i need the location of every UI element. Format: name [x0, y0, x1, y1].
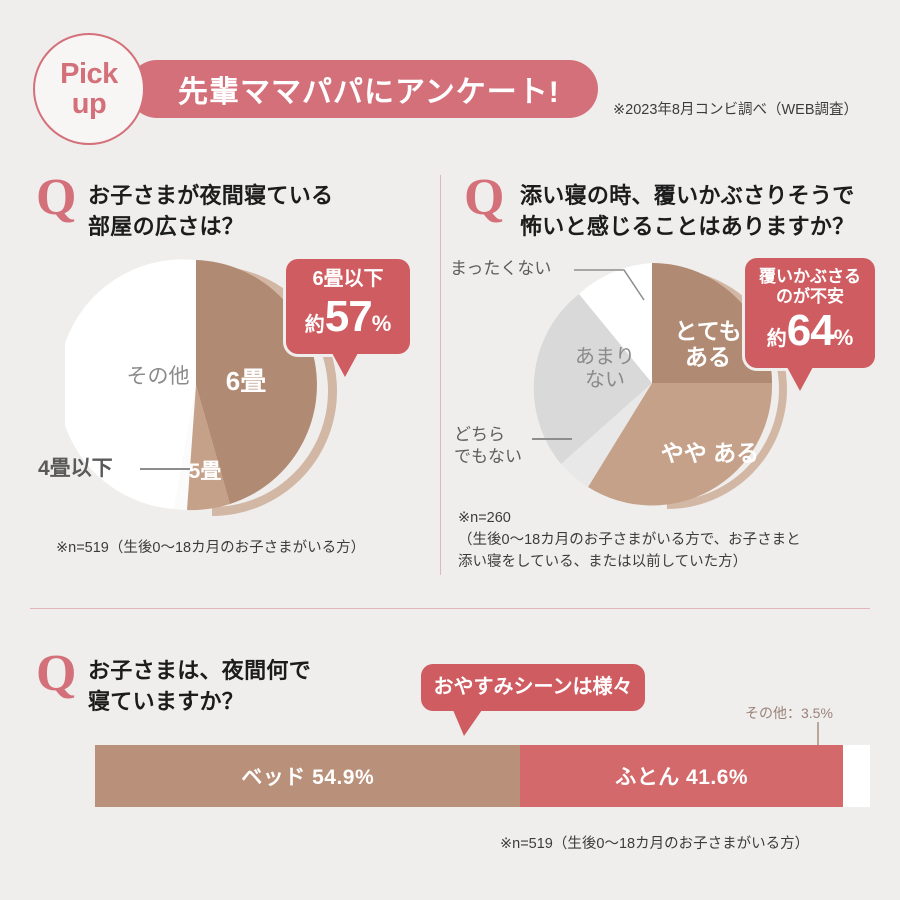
q1-bubble-yaku: 約 [304, 313, 325, 336]
bar-segment-other [842, 745, 870, 807]
q2-label-none: まったくない [450, 259, 552, 278]
q3-stacked-bar: ベッド 54.9% ふとん 41.6% [95, 745, 870, 807]
q2-bubble-sign: % [833, 325, 854, 351]
q2-question-text: 添い寝の時、覆いかぶさりそうで 怖いと感じることはありますか？ [520, 183, 855, 240]
q2-q-mark: Q [464, 169, 505, 226]
q2-label-neither: どちら でもない [454, 425, 522, 467]
q3-callout-bubble: おやすみシーンは様々 [421, 664, 645, 736]
q2-bubble-line1: 覆いかぶさる [759, 267, 861, 286]
q2-bubble-number: 64 [786, 306, 835, 356]
q1-slice-label-other: その他 [126, 365, 190, 388]
q2-pie-svg [533, 263, 787, 509]
bar-segment-bed: ベッド 54.9% [95, 745, 521, 807]
q1-bubble-line1: 6畳以下 [312, 268, 384, 290]
q1-slice-label-6jo: 6畳 [225, 366, 267, 396]
q3-other-leader-line [817, 722, 819, 745]
q1-question-text: お子さまが夜間寝ている 部屋の広さは？ [88, 183, 334, 240]
q2-highlight-bubble: 覆いかぶさる のが不安 約 64 % [745, 258, 875, 391]
q1-leader-line [140, 468, 190, 470]
q1-bubble-tail [332, 353, 358, 377]
page-title: 先輩ママパパにアンケート! [178, 76, 560, 109]
q2-bubble-line2: のが不安 [776, 287, 844, 307]
q1-highlight-bubble: 6畳以下 約 57 % [286, 259, 410, 377]
bar-segment-futon: ふとん 41.6% [520, 745, 843, 807]
q3-bubble-tail [453, 710, 482, 736]
q2-leader-none [574, 269, 645, 301]
header-banner: 先輩ママパパにアンケート! [128, 60, 598, 118]
q3-bubble-label: おやすみシーンは様々 [433, 675, 633, 698]
q1-slice-label-5jo: 5畳 [188, 460, 222, 483]
q2-bubble-tail [787, 367, 813, 391]
q2-slice-label-notmuch: あまり ない [575, 346, 635, 391]
q2-footnote: ※n=260 （生後0〜18カ月のお子さまがいる方で、お子さまと 添い寝をしてい… [458, 510, 801, 570]
vertical-divider [440, 175, 441, 575]
horizontal-divider [30, 608, 870, 609]
q1-footnote: ※n=519（生後0〜18カ月のお子さまがいる方） [56, 540, 366, 556]
q2-slice-label-very: とても ある [674, 318, 742, 371]
question-block-2: Q 添い寝の時、覆いかぶさりそうで 怖いと感じることはありますか？ とても ある… [440, 0, 900, 600]
q2-slice-label-somewhat: やや ある [660, 440, 760, 466]
q1-bubble-percent: 約 57 % [286, 291, 410, 341]
q1-bubble-number: 57 [324, 291, 373, 341]
pickup-badge-line1: Pick [60, 57, 118, 90]
q2-bubble-percent: 約 64 % [745, 309, 875, 353]
q1-bubble-sign: % [371, 310, 392, 336]
q3-q-mark: Q [36, 645, 77, 702]
pickup-badge: Pick up [33, 33, 145, 145]
q3-other-label: その他：3.5% [745, 705, 833, 721]
pickup-badge-line2: up [71, 88, 107, 120]
q2-bubble-yaku: 約 [766, 328, 787, 351]
page-header: Pick up 先輩ママパパにアンケート! ※2023年8月コンビ調べ（WEB調… [0, 0, 900, 150]
q1-label-4jo-ika: 4畳以下 [38, 457, 113, 480]
q3-footnote: ※n=519（生後0〜18カ月のお子さまがいる方） [500, 836, 810, 852]
q3-question-text: お子さまは、夜間何で 寝ていますか？ [88, 658, 312, 715]
q2-leader-neither [532, 438, 572, 440]
question-block-1: Q お子さまが夜間寝ている 部屋の広さは？ その他 6畳 5畳 4畳以下 [0, 0, 440, 600]
q1-q-mark: Q [36, 169, 77, 226]
q2-pie-chart: とても ある やや ある あまり ない [530, 258, 810, 509]
survey-source-note: ※2023年8月コンビ調べ（WEB調査） [613, 102, 858, 118]
